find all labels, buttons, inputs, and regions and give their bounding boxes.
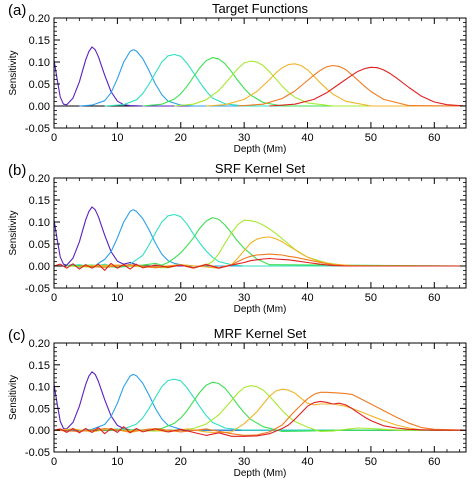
x-tick-label: 0 <box>51 292 57 304</box>
series-line-0 <box>53 46 466 107</box>
series-line-2 <box>104 53 466 107</box>
x-tick-label: 10 <box>111 292 123 304</box>
y-tick-label: 0.05 <box>29 79 50 91</box>
x-tick-label: 20 <box>175 132 187 144</box>
series-line-1 <box>79 49 466 107</box>
x-tick-label: 0 <box>51 132 57 144</box>
x-tick-label: 60 <box>428 292 440 304</box>
x-tick-label: 30 <box>238 132 250 144</box>
y-tick-label: 0.15 <box>29 360 50 372</box>
plot-frame <box>53 17 467 129</box>
series-line-2 <box>79 378 466 431</box>
y-axis-label: Sensitivity <box>8 210 19 255</box>
series-line-7 <box>269 66 467 107</box>
chart-title: SRF Kernel Set <box>215 161 306 176</box>
series-line-5 <box>206 63 466 107</box>
y-tick-label: 0.00 <box>29 101 50 113</box>
x-tick-label: 0 <box>51 456 57 468</box>
series-line-5 <box>53 388 467 434</box>
series-line-6 <box>237 64 467 107</box>
y-tick-label: 0.00 <box>29 261 50 273</box>
x-tick-label: 40 <box>301 456 313 468</box>
x-tick-label: 30 <box>238 292 250 304</box>
x-tick-label: 20 <box>175 456 187 468</box>
y-tick-label: 0.20 <box>29 13 50 25</box>
series-line-7 <box>53 400 466 437</box>
x-axis-label: Depth (Mm) <box>234 144 287 155</box>
x-tick-label: 40 <box>301 132 313 144</box>
y-tick-label: 0.20 <box>29 338 50 350</box>
series-line-5 <box>79 236 466 269</box>
x-tick-label: 50 <box>365 292 377 304</box>
x-tick-label: 40 <box>301 292 313 304</box>
chart-panel-2: 0 10 20 30 40 50 60 -0.05 0.00 0.05 0.10 0.15 0.20 MR… <box>8 326 467 479</box>
series-line-3 <box>66 217 467 268</box>
x-tick-label: 50 <box>365 456 377 468</box>
y-tick-label: 0.05 <box>29 403 50 415</box>
series-line-4 <box>117 385 466 433</box>
chart-title: MRF Kernel Set <box>214 326 307 341</box>
chart-panel-0: 0 10 20 30 40 50 60 -0.05 0.00 0.05 0.10 0.15 0.20 Ta… <box>8 1 467 155</box>
y-axis-label: Sensitivity <box>8 50 19 95</box>
y-tick-label: -0.05 <box>25 123 50 135</box>
x-tick-label: 20 <box>175 292 187 304</box>
series-line-3 <box>142 57 466 107</box>
series-line-4 <box>66 219 467 269</box>
panel-label: (c) <box>8 327 26 344</box>
x-axis-label: Depth (Mm) <box>234 468 287 479</box>
x-tick-label: 60 <box>428 132 440 144</box>
y-tick-label: 0.20 <box>29 173 50 185</box>
y-axis-label: Sensitivity <box>8 375 19 420</box>
series-line-0 <box>53 206 466 268</box>
y-tick-label: 0.10 <box>29 382 50 394</box>
x-axis-label: Depth (Mm) <box>234 304 287 315</box>
y-tick-label: 0.10 <box>29 57 50 69</box>
x-tick-label: 30 <box>238 456 250 468</box>
panel-label: (b) <box>8 162 26 179</box>
series-line-2 <box>66 213 466 269</box>
x-tick-label: 50 <box>365 132 377 144</box>
panel-label: (a) <box>8 2 26 19</box>
x-tick-label: 10 <box>111 456 123 468</box>
chart-panel-1: 0 10 20 30 40 50 60 -0.05 0.00 0.05 0.10 0.15 0.20 SR… <box>8 161 467 315</box>
series-line-6 <box>53 391 467 436</box>
y-tick-label: 0.15 <box>29 195 50 207</box>
chart-title: Target Functions <box>212 1 309 16</box>
series-line-4 <box>174 60 466 107</box>
series-line-1 <box>66 373 466 432</box>
y-tick-label: 0.00 <box>29 425 50 437</box>
series-line-7 <box>53 257 466 271</box>
y-tick-label: 0.15 <box>29 35 50 47</box>
x-tick-label: 10 <box>111 132 123 144</box>
y-tick-label: -0.05 <box>25 283 50 295</box>
y-tick-label: 0.10 <box>29 217 50 229</box>
plot-frame <box>53 342 467 453</box>
y-tick-label: 0.05 <box>29 239 50 251</box>
y-tick-label: -0.05 <box>25 447 50 459</box>
x-tick-label: 60 <box>428 456 440 468</box>
plot-frame <box>53 177 467 289</box>
series-line-3 <box>104 381 466 433</box>
